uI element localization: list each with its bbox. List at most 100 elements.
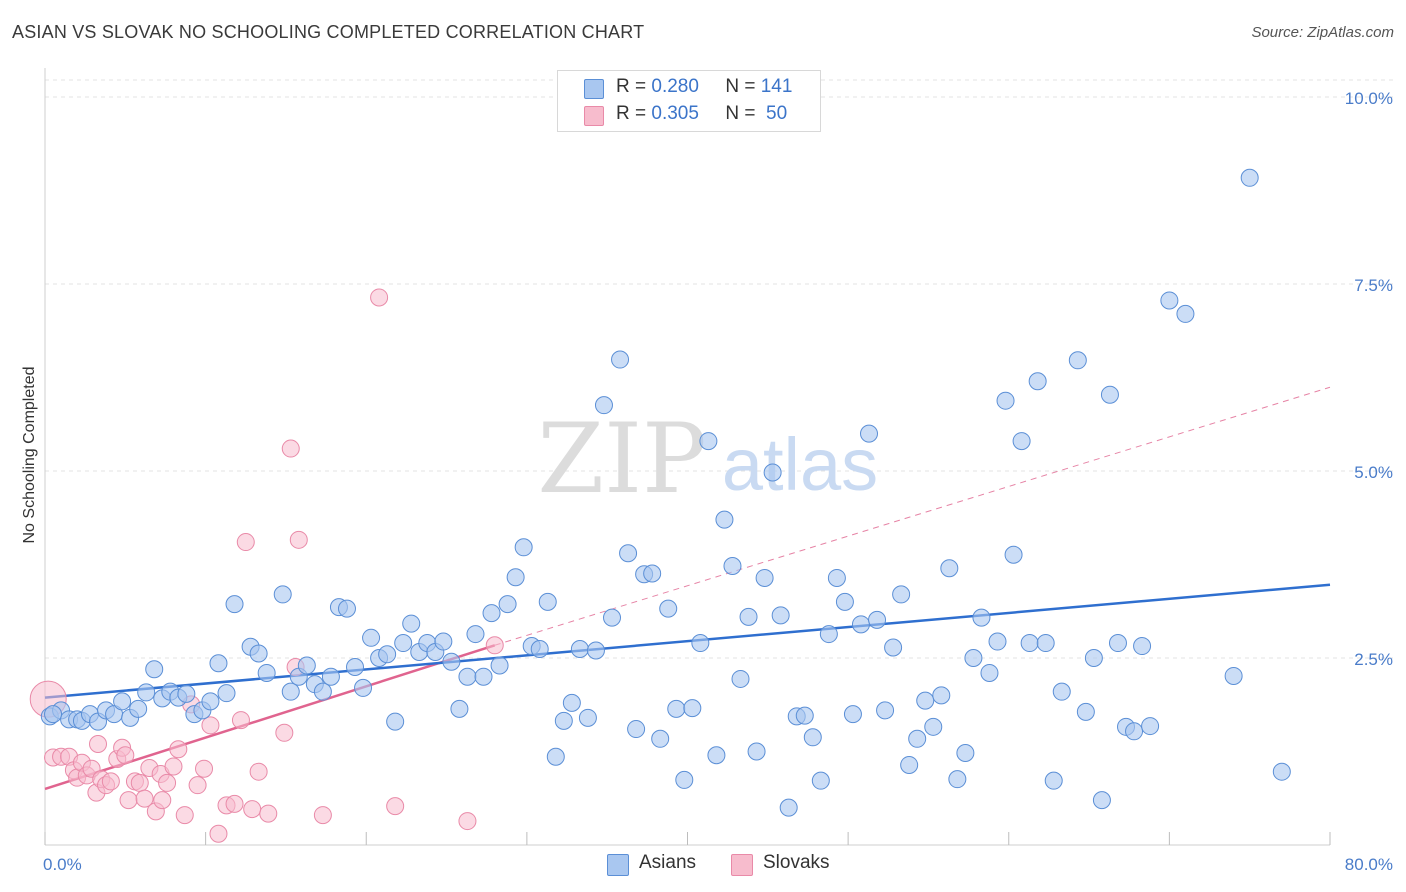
slovak-point bbox=[158, 773, 177, 792]
asian-point bbox=[707, 746, 726, 765]
chart-title: ASIAN VS SLOVAK NO SCHOOLING COMPLETED C… bbox=[12, 22, 645, 42]
asian-point bbox=[763, 463, 782, 482]
asian-point bbox=[394, 634, 413, 653]
asian-point bbox=[434, 632, 453, 651]
asian-point bbox=[337, 599, 356, 618]
asian-point bbox=[803, 728, 822, 747]
asian-point bbox=[1108, 634, 1127, 653]
asian-point bbox=[474, 667, 493, 686]
slovak-point bbox=[201, 716, 220, 735]
asian-point bbox=[908, 729, 927, 748]
asian-point bbox=[940, 559, 959, 578]
asian-point bbox=[297, 656, 316, 675]
asian-point bbox=[442, 652, 461, 671]
asian-point bbox=[490, 656, 509, 675]
asian-point bbox=[362, 628, 381, 647]
asian-point bbox=[458, 667, 477, 686]
tick-labels: 2.5% 5.0% 7.5% 10.0% 0.0% 80.0% bbox=[43, 89, 1393, 874]
asian-point bbox=[538, 592, 557, 611]
legend-label-slovaks: Slovaks bbox=[763, 852, 830, 873]
slovak-point bbox=[370, 288, 389, 307]
slovak-point bbox=[386, 797, 405, 816]
asian-point bbox=[201, 692, 220, 711]
asian-point bbox=[651, 729, 670, 748]
asian-point bbox=[177, 684, 196, 703]
asian-point bbox=[249, 644, 268, 663]
slovak-point bbox=[458, 812, 477, 831]
slovak-point bbox=[289, 530, 308, 549]
asian-point bbox=[354, 678, 373, 697]
slovak-point bbox=[275, 723, 294, 742]
asian-point bbox=[578, 708, 597, 727]
asian-point bbox=[819, 625, 838, 644]
x-tick-label-min: 0.0% bbox=[43, 855, 82, 874]
legend-n-value: 141 bbox=[760, 76, 793, 97]
asian-point bbox=[827, 568, 846, 587]
asian-point bbox=[506, 568, 525, 587]
watermark: ZIP atlas bbox=[537, 403, 878, 515]
slovak-swatch bbox=[584, 106, 604, 126]
asian-point bbox=[145, 660, 164, 679]
asian-point bbox=[731, 669, 750, 688]
asian-point bbox=[1004, 545, 1023, 564]
asian-point bbox=[378, 645, 397, 664]
slovak-point bbox=[231, 711, 250, 730]
slovak-point bbox=[169, 740, 188, 759]
slovak-point bbox=[135, 789, 154, 808]
asian-points bbox=[40, 168, 1291, 817]
asian-point bbox=[225, 595, 244, 614]
asian-point bbox=[498, 595, 517, 614]
asian-point bbox=[530, 640, 549, 659]
asian-point bbox=[924, 717, 943, 736]
asian-trend-line bbox=[44, 583, 1331, 699]
slovak-legend-swatch bbox=[731, 854, 753, 876]
asian-point bbox=[900, 755, 919, 774]
legend-n-label: N = bbox=[725, 76, 756, 97]
asian-point bbox=[346, 657, 365, 676]
asian-point bbox=[1100, 385, 1119, 404]
axes bbox=[44, 68, 1331, 846]
asian-point bbox=[313, 682, 332, 701]
legend-r-label: R = bbox=[616, 103, 647, 124]
asian-point bbox=[723, 556, 742, 575]
asian-point bbox=[779, 798, 798, 817]
asian-point bbox=[980, 663, 999, 682]
asian-point bbox=[835, 592, 854, 611]
asian-point bbox=[1272, 762, 1291, 781]
slovak-point bbox=[243, 800, 262, 819]
asian-point bbox=[956, 743, 975, 762]
asian-point bbox=[972, 608, 991, 627]
asian-point bbox=[402, 614, 421, 633]
asian-point bbox=[771, 606, 790, 625]
asian-point bbox=[691, 634, 710, 653]
asian-point bbox=[129, 699, 148, 718]
y-tick-label: 2.5% bbox=[1354, 650, 1393, 669]
y-tick-label: 7.5% bbox=[1354, 276, 1393, 295]
asian-point bbox=[1160, 291, 1179, 310]
asian-point bbox=[1092, 791, 1111, 810]
slovak-point bbox=[225, 794, 244, 813]
watermark-zip: ZIP bbox=[537, 403, 706, 515]
slovak-point bbox=[188, 776, 207, 795]
asian-point bbox=[1020, 634, 1039, 653]
asian-point bbox=[747, 742, 766, 761]
asian-point bbox=[932, 686, 951, 705]
asian-point bbox=[450, 699, 469, 718]
asian-point bbox=[996, 391, 1015, 410]
asian-point bbox=[988, 632, 1007, 651]
asian-point bbox=[868, 610, 887, 629]
asian-point bbox=[281, 682, 300, 701]
asian-point bbox=[482, 604, 501, 623]
legend-r-value: 0.280 bbox=[651, 76, 699, 97]
legend-label-asians: Asians bbox=[639, 852, 697, 873]
slovak-point bbox=[313, 806, 332, 825]
asian-point bbox=[916, 691, 935, 710]
y-tick-label: 5.0% bbox=[1354, 463, 1393, 482]
asian-point bbox=[1133, 637, 1152, 656]
legend-n-value: 50 bbox=[766, 103, 788, 124]
asian-point bbox=[699, 432, 718, 451]
asian-point bbox=[892, 585, 911, 604]
asian-point bbox=[1084, 649, 1103, 667]
asian-point bbox=[948, 770, 967, 789]
